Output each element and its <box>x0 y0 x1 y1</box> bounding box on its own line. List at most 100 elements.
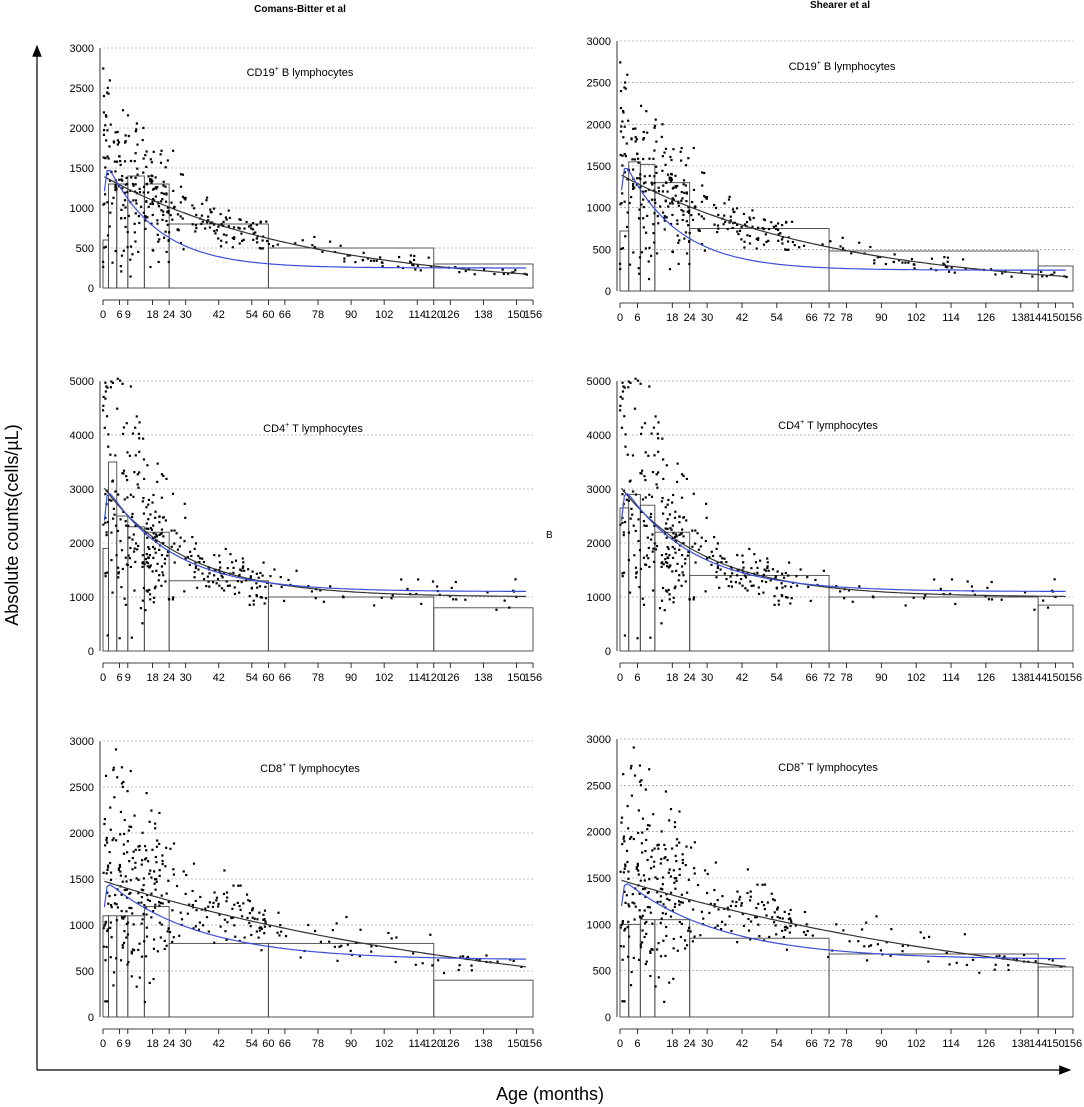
scatter-point <box>338 945 341 948</box>
scatter-point <box>717 227 720 230</box>
scatter-point <box>168 231 171 234</box>
scatter-point <box>682 574 685 577</box>
scatter-point <box>346 943 349 946</box>
scatter-point <box>222 220 225 223</box>
scatter-point <box>839 245 842 248</box>
scatter-point <box>133 222 136 225</box>
scatter-point <box>179 241 183 245</box>
scatter-point <box>154 533 158 536</box>
scatter-point <box>125 923 128 926</box>
scatter-point <box>734 581 738 584</box>
scatter-point <box>693 841 696 844</box>
scatter-point <box>126 246 129 249</box>
scatter-point <box>727 198 731 201</box>
scatter-point <box>192 927 195 930</box>
scatter-point <box>390 597 393 600</box>
scatter-point <box>662 477 665 481</box>
scatter-point <box>166 550 170 554</box>
scatter-point <box>135 128 138 131</box>
scatter-point <box>259 596 262 599</box>
scatter-point <box>671 501 674 504</box>
scatter-point <box>127 524 130 527</box>
scatter-point <box>108 850 111 854</box>
scatter-point <box>141 831 144 834</box>
scatter-point <box>804 933 807 936</box>
scatter-point <box>756 571 759 574</box>
scatter-point <box>728 915 731 918</box>
scatter-point <box>715 547 718 550</box>
scatter-point <box>666 173 670 176</box>
scatter-point <box>634 493 638 496</box>
y-tick-label: 0 <box>88 646 94 658</box>
scatter-point <box>876 943 880 946</box>
scatter-point <box>809 599 812 603</box>
scatter-point <box>720 561 723 564</box>
scatter-point <box>230 916 233 920</box>
scatter-point <box>222 571 226 575</box>
scatter-point <box>645 838 648 842</box>
scatter-point <box>160 200 163 203</box>
panel-label: CD4+ T lymphocytes <box>778 419 878 432</box>
scatter-point <box>653 124 657 127</box>
scatter-point <box>103 246 106 249</box>
scatter-point <box>681 553 684 557</box>
scatter-point <box>663 857 666 860</box>
scatter-point <box>496 960 499 963</box>
scatter-point <box>631 490 635 493</box>
scatter-point <box>946 260 949 263</box>
scatter-point <box>944 265 947 269</box>
scatter-point <box>661 437 664 440</box>
scatter-point <box>665 893 668 896</box>
scatter-point <box>674 887 677 890</box>
x-tick-label: 66 <box>279 1038 291 1050</box>
scatter-point <box>172 189 175 193</box>
scatter-point <box>626 860 629 864</box>
scatter-point <box>680 199 683 202</box>
scatter-point <box>865 959 869 962</box>
scatter-point <box>301 239 304 242</box>
scatter-point <box>153 882 156 885</box>
scatter-point <box>136 483 139 486</box>
scatter-point <box>670 178 674 181</box>
scatter-point <box>142 496 145 500</box>
scatter-point <box>205 584 208 588</box>
scatter-point <box>239 218 242 222</box>
scatter-point <box>251 909 254 912</box>
scatter-point <box>943 263 946 266</box>
scatter-point <box>370 950 373 953</box>
scatter-point <box>680 565 684 568</box>
scatter-point <box>714 926 717 929</box>
scatter-point <box>109 878 113 881</box>
scatter-point <box>166 554 169 557</box>
scatter-point <box>657 843 660 846</box>
scatter-point <box>131 538 134 541</box>
scatter-point <box>641 887 645 891</box>
scatter-point <box>145 935 149 938</box>
y-tick-label: 3000 <box>70 736 94 748</box>
scatter-point <box>150 809 153 812</box>
scatter-point <box>102 265 105 269</box>
scatter-point <box>787 574 790 577</box>
scatter-point <box>749 938 752 941</box>
scatter-point <box>158 811 161 815</box>
y-tick-label: 1000 <box>587 203 611 215</box>
scatter-point <box>115 919 118 922</box>
scatter-point <box>258 926 261 929</box>
scatter-point <box>139 607 143 610</box>
scatter-point <box>746 868 750 871</box>
scatter-point <box>239 884 242 887</box>
scatter-point <box>930 257 934 260</box>
scatter-point <box>626 178 629 181</box>
scatter-point <box>151 179 154 183</box>
scatter-point <box>140 895 143 899</box>
scatter-point <box>740 902 743 905</box>
scatter-point <box>143 216 147 220</box>
scatter-point <box>184 892 187 896</box>
scatter-point <box>123 597 126 600</box>
scatter-point <box>394 960 397 964</box>
scatter-point <box>736 553 739 557</box>
scatter-point <box>661 169 664 172</box>
scatter-point <box>643 524 646 527</box>
scatter-point <box>143 563 146 566</box>
x-tick-label: 60 <box>262 672 274 684</box>
